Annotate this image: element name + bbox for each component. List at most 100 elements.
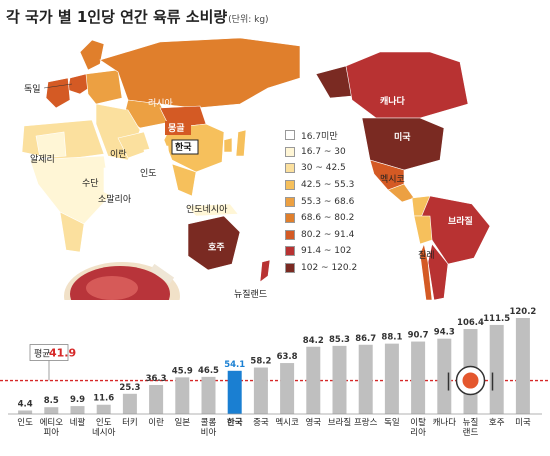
region-russia bbox=[99, 37, 301, 109]
region-somalia bbox=[103, 165, 125, 197]
bar bbox=[411, 341, 426, 414]
category-label: 에티오 bbox=[40, 418, 64, 428]
map-label-mongolia: 몽골 bbox=[168, 123, 185, 134]
germany-leader bbox=[43, 83, 73, 89]
map-label-somalia: 소말리아 bbox=[98, 193, 132, 205]
bar-value-label: 11.6 bbox=[93, 394, 114, 404]
average-value: 41.9 bbox=[49, 347, 76, 360]
steak-marbling bbox=[86, 276, 138, 300]
category-label: 독일 bbox=[384, 418, 400, 428]
legend-item: 16.7 ~ 30 bbox=[285, 144, 379, 161]
region-greenland bbox=[425, 21, 469, 53]
legend-item: 91.4 ~ 102 bbox=[285, 243, 379, 260]
bar-value-label: 88.1 bbox=[381, 333, 402, 343]
legend-item: 102 ~ 120.2 bbox=[285, 260, 379, 277]
bar bbox=[175, 377, 190, 414]
region-japan bbox=[235, 129, 247, 157]
legend-label: 80.2 ~ 91.4 bbox=[301, 229, 355, 240]
legend-item: 16.7미만 bbox=[285, 127, 379, 144]
bar bbox=[18, 410, 33, 414]
bar bbox=[44, 407, 59, 414]
legend-item: 55.3 ~ 68.6 bbox=[285, 193, 379, 210]
title: 각 국가 별 1인당 연간 육류 소비량(단위: kg) bbox=[6, 6, 269, 27]
category-label: 랜드 bbox=[463, 427, 479, 438]
map-land bbox=[21, 21, 491, 300]
map-label-iran: 이란 bbox=[110, 148, 127, 160]
category-label: 인도 bbox=[96, 417, 112, 428]
legend-swatch bbox=[285, 180, 295, 191]
legend-label: 16.7미만 bbox=[301, 131, 338, 142]
region-canada bbox=[345, 51, 469, 119]
map-labels: 독일 러시아 몽골 한국 이란 알제리 수단 인도 소말리아 인도네시아 호주 … bbox=[24, 83, 473, 300]
average-label: 평균 bbox=[34, 349, 51, 360]
category-label: 한국 bbox=[227, 417, 243, 428]
map-label-canada: 캐나다 bbox=[380, 95, 406, 107]
category-label: 네시아 bbox=[92, 427, 116, 438]
legend-swatch bbox=[285, 246, 295, 257]
legend-swatch bbox=[285, 196, 295, 207]
map-label-brazil: 브라질 bbox=[448, 215, 473, 227]
category-label: 브라질 bbox=[328, 417, 351, 428]
map-label-russia: 러시아 bbox=[148, 98, 174, 109]
legend-item: 68.6 ~ 80.2 bbox=[285, 210, 379, 227]
bar-value-label: 58.2 bbox=[250, 357, 271, 367]
region-indonesia bbox=[185, 203, 239, 217]
category-label: 콜롬 bbox=[201, 418, 217, 428]
category-label: 중국 bbox=[253, 418, 269, 428]
legend-swatch bbox=[285, 263, 295, 274]
map-label-algeria: 알제리 bbox=[30, 154, 55, 165]
steak-illustration bbox=[64, 262, 180, 300]
region-new-zealand bbox=[259, 259, 271, 283]
region-peru bbox=[413, 215, 433, 245]
bar-value-label: 8.5 bbox=[44, 396, 59, 406]
category-label: 이탈 bbox=[410, 417, 426, 428]
mongolia-box bbox=[165, 121, 191, 135]
region-korea bbox=[223, 137, 233, 153]
steak-bone bbox=[149, 263, 175, 285]
bar bbox=[358, 344, 373, 414]
map-label-usa: 미국 bbox=[394, 131, 411, 143]
bar bbox=[332, 345, 347, 414]
category-label: 일본 bbox=[174, 418, 190, 428]
bar-value-label: 46.5 bbox=[198, 366, 219, 376]
category-label: 영국 bbox=[305, 417, 321, 428]
bar bbox=[122, 393, 137, 414]
legend-item: 42.5 ~ 55.3 bbox=[285, 177, 379, 194]
region-south-africa bbox=[59, 211, 85, 253]
region-argentina bbox=[427, 243, 449, 300]
legend-label: 30 ~ 42.5 bbox=[301, 163, 346, 174]
bar-value-label: 45.9 bbox=[172, 366, 193, 376]
category-label: 네팔 bbox=[70, 417, 86, 428]
bar bbox=[149, 385, 164, 414]
bar-value-label: 111.5 bbox=[483, 314, 510, 324]
category-label: 이란 bbox=[148, 417, 164, 428]
legend-label: 68.6 ~ 80.2 bbox=[301, 213, 355, 224]
bar-value-label: 106.4 bbox=[457, 318, 484, 328]
legend-swatch bbox=[285, 229, 295, 240]
category-label: 캐나다 bbox=[433, 418, 457, 428]
unit-label: (단위: kg) bbox=[228, 15, 269, 25]
bar bbox=[384, 343, 399, 414]
region-algeria bbox=[35, 131, 67, 159]
legend-swatch bbox=[285, 213, 295, 224]
chart-title: 각 국가 별 1인당 연간 육류 소비량 bbox=[6, 8, 228, 26]
plate-meat bbox=[462, 372, 479, 389]
legend-label: 16.7 ~ 30 bbox=[301, 146, 346, 157]
category-label: 인도 bbox=[17, 417, 33, 428]
bar-value-label: 85.3 bbox=[329, 335, 350, 345]
region-scandinavia bbox=[79, 39, 105, 71]
legend-swatch bbox=[285, 146, 295, 157]
region-chile bbox=[419, 242, 433, 300]
legend: 16.7미만 16.7 ~ 30 30 ~ 42.5 42.5 ~ 55.3 5… bbox=[285, 127, 379, 276]
category-label: 멕시코 bbox=[275, 417, 299, 428]
category-label: 피아 bbox=[43, 427, 59, 438]
bar-value-label: 86.7 bbox=[355, 334, 376, 344]
map-label-indonesia: 인도네시아 bbox=[186, 204, 228, 215]
bar bbox=[280, 363, 295, 414]
bar bbox=[96, 404, 111, 414]
legend-item: 80.2 ~ 91.4 bbox=[285, 227, 379, 244]
bar bbox=[70, 406, 85, 414]
bar bbox=[306, 346, 321, 414]
map-label-australia: 호주 bbox=[208, 242, 225, 253]
